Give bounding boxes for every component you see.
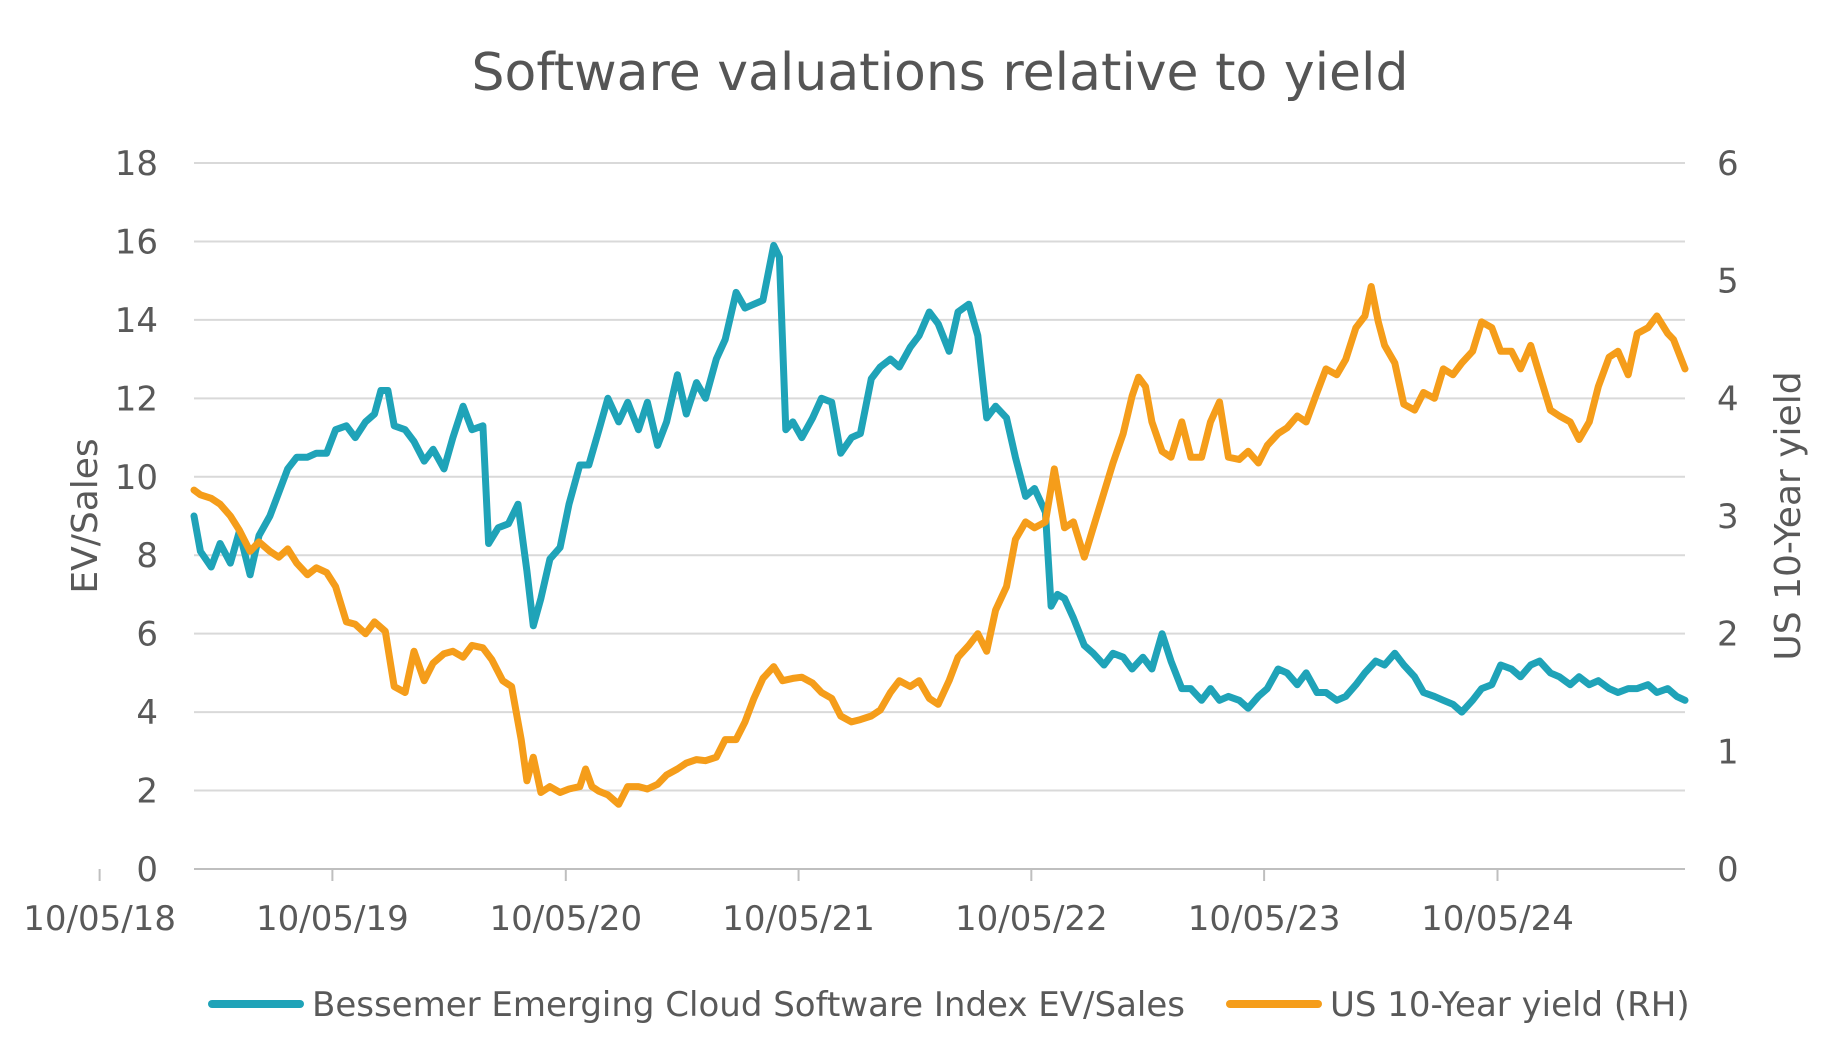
y-tick-label: 16 [115, 222, 158, 262]
legend-label: Bessemer Emerging Cloud Software Index E… [312, 985, 1185, 1025]
y-tick-label: 4 [136, 693, 158, 733]
y-axis-label: EV/Sales [65, 438, 106, 593]
x-tick-label: 10/05/21 [722, 899, 875, 939]
x-tick-label: 10/05/20 [489, 899, 642, 939]
y2-axis-label: US 10-Year yield [1768, 371, 1809, 660]
y2-tick-label: 2 [1717, 615, 1739, 655]
x-tick-label: 10/05/22 [955, 899, 1108, 939]
x-tick-label: 10/05/23 [1188, 899, 1341, 939]
y-tick-label: 10 [115, 458, 158, 498]
y2-tick-label: 3 [1717, 497, 1739, 537]
y-tick-label: 18 [115, 144, 158, 184]
y-tick-label: 2 [136, 772, 158, 812]
x-tick-label: 10/05/19 [256, 899, 409, 939]
y2-tick-label: 4 [1717, 379, 1739, 419]
y-axis-ticks: 0 2 4 6 8 10 12 14 16 18 [115, 144, 158, 890]
grid-lines [194, 162, 1685, 870]
chart-title: Software valuations relative to yield [472, 43, 1409, 103]
y2-tick-label: 1 [1717, 732, 1739, 772]
y2-tick-label: 6 [1717, 144, 1739, 184]
y2-axis-ticks: 0 1 2 3 4 5 6 [1717, 144, 1739, 890]
series-line-us-10y-yield [190, 283, 1689, 808]
series-lines [190, 241, 1689, 808]
legend-label: US 10-Year yield (RH) [1330, 985, 1690, 1025]
series-line-ev-sales [190, 241, 1689, 716]
legend: Bessemer Emerging Cloud Software Index E… [208, 985, 1690, 1025]
y-tick-label: 6 [136, 615, 158, 655]
y-tick-label: 0 [136, 850, 158, 890]
y-tick-label: 8 [136, 536, 158, 576]
y-tick-label: 12 [115, 379, 158, 419]
x-axis-ticks: 10/05/18 10/05/19 10/05/20 10/05/21 10/05/22… [23, 869, 1574, 939]
x-tick-label: 10/05/24 [1421, 899, 1574, 939]
y2-tick-label: 5 [1717, 262, 1739, 302]
x-tick-label: 10/05/18 [23, 899, 176, 939]
y2-tick-label: 0 [1717, 850, 1739, 890]
y-tick-label: 14 [115, 301, 158, 341]
